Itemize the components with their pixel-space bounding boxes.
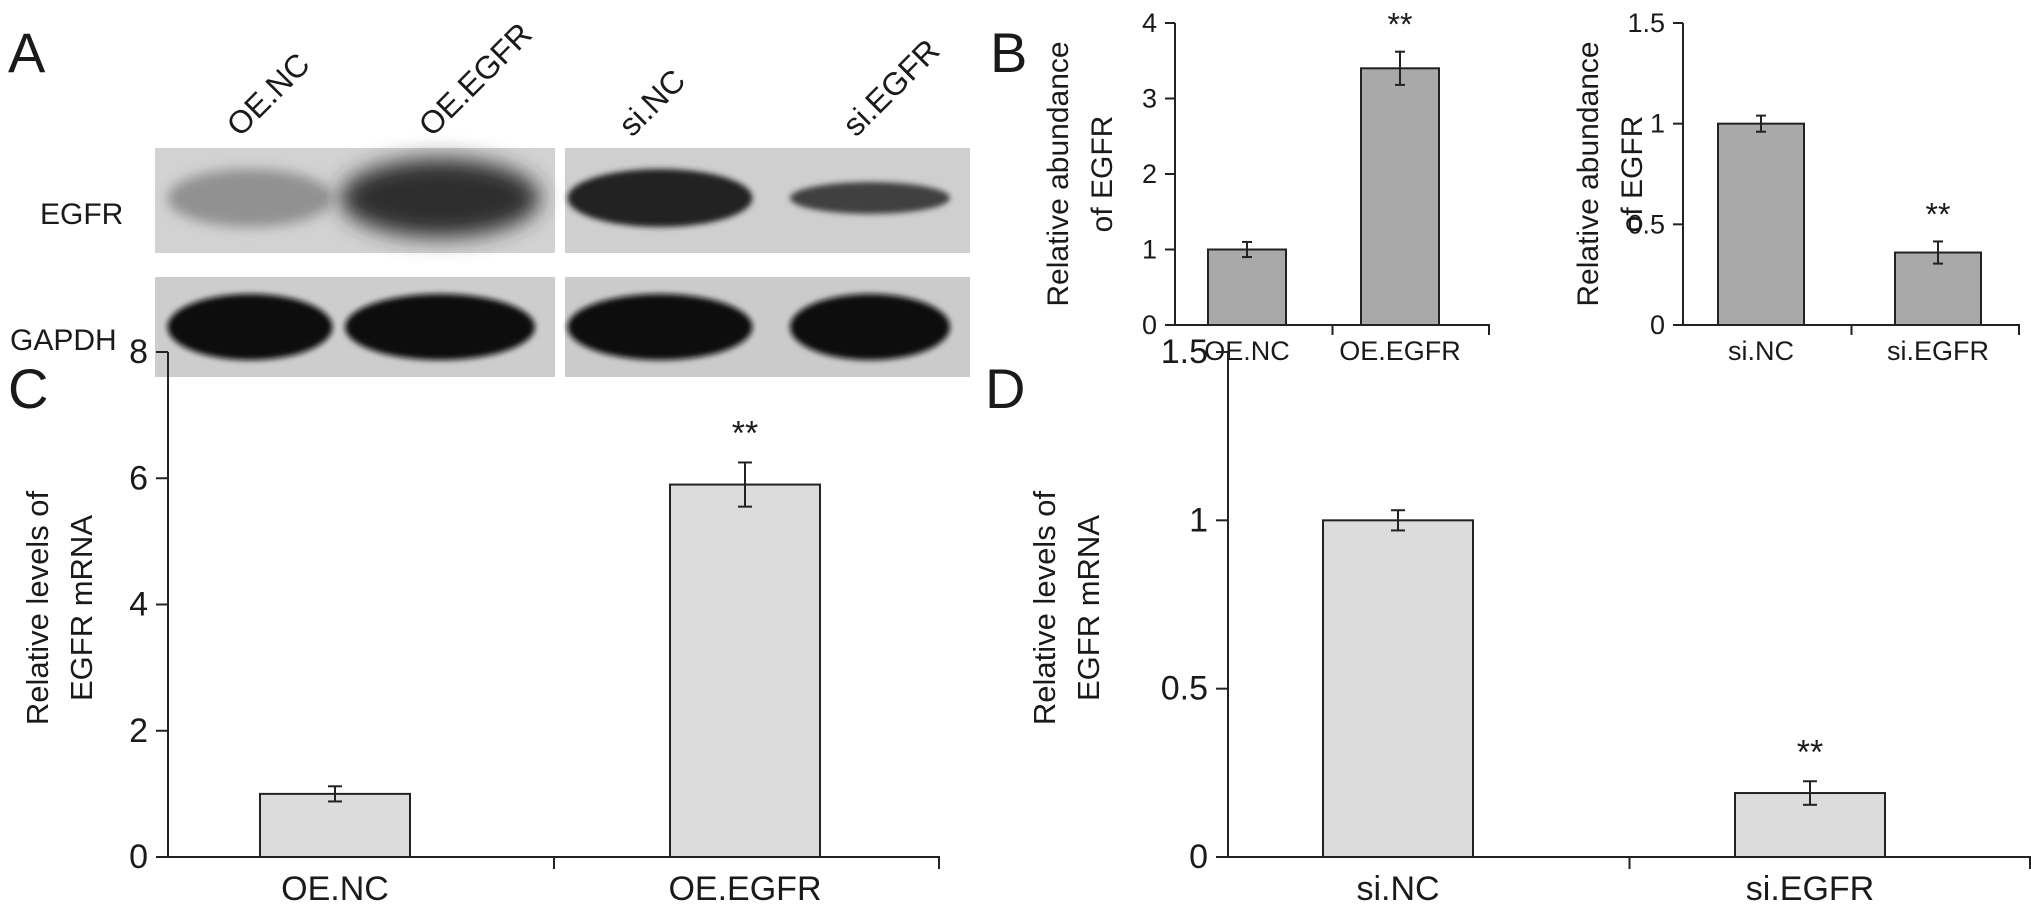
y-tick-label: 2	[1142, 159, 1157, 189]
x-tick-label: si.EGFR	[1887, 336, 1989, 366]
band-gapdh-oe-nc	[167, 294, 333, 360]
y-axis-label: of EGFR	[1616, 116, 1649, 233]
western-blot: OE.NC OE.EGFR si.NC si.EGFR EGFR GAPDH	[10, 16, 970, 377]
lane-label-si-egfr: si.EGFR	[835, 32, 946, 143]
y-tick-label: 1.5	[1161, 333, 1208, 371]
chart-d: 0 0.5 1 1.5 si.NC ** si.EGFR Relative levels of…	[1027, 333, 2031, 908]
chart-c: 0 2 4 6 8 OE.NC ** OE.EGFR Relative levels of EGF…	[20, 333, 940, 908]
x-tick-label: si.EGFR	[1746, 870, 1874, 908]
significance-label: **	[1926, 196, 1951, 232]
band-egfr-oe-egfr	[340, 158, 540, 238]
y-axis-label: Relative levels of	[20, 490, 55, 725]
y-axis-label: EGFR mRNA	[1071, 515, 1106, 701]
y-axis-label: Relative abundance	[1042, 41, 1075, 306]
y-axis-label: of EGFR	[1086, 116, 1119, 233]
lane-label-si-nc: si.NC	[611, 62, 692, 143]
bar	[1322, 519, 1474, 858]
bar	[669, 483, 821, 858]
y-tick-label: 1	[1650, 109, 1665, 139]
band-gapdh-si-nc	[567, 294, 753, 360]
significance-label: **	[732, 414, 758, 452]
y-tick-label: 0.5	[1161, 670, 1208, 708]
band-egfr-si-nc	[567, 169, 753, 227]
bar	[1207, 248, 1287, 326]
bar	[259, 792, 411, 858]
y-tick-label: 0.5	[1627, 209, 1665, 239]
y-tick-label: 1	[1189, 501, 1208, 539]
y-tick-label: 2	[129, 712, 148, 750]
y-tick-label: 3	[1142, 84, 1157, 114]
y-tick-label: 0	[129, 838, 148, 876]
y-axis-label: EGFR mRNA	[64, 515, 99, 701]
row-label-egfr: EGFR	[40, 198, 123, 231]
significance-label: **	[1388, 7, 1413, 43]
y-axis-label: Relative levels of	[1027, 490, 1062, 725]
x-tick-label: OE.EGFR	[668, 870, 821, 908]
x-tick-label: OE.EGFR	[1339, 336, 1461, 366]
bar	[1717, 122, 1805, 326]
significance-label: **	[1797, 733, 1823, 771]
band-gapdh-si-egfr	[790, 294, 950, 360]
y-tick-label: 4	[1142, 8, 1157, 38]
y-tick-label: 1	[1142, 235, 1157, 265]
x-tick-label: si.NC	[1728, 336, 1794, 366]
panel-label-c: C	[8, 357, 48, 420]
bar	[1360, 67, 1440, 327]
panel-label-b: B	[990, 21, 1027, 84]
lane-label-oe-nc: OE.NC	[219, 46, 316, 143]
y-tick-label: 0	[1189, 838, 1208, 876]
panel-label-d: D	[985, 357, 1025, 420]
y-tick-label: 1.5	[1627, 8, 1665, 38]
y-tick-label: 6	[129, 459, 148, 497]
band-egfr-oe-nc	[167, 169, 333, 227]
x-tick-label: si.NC	[1356, 870, 1439, 908]
chart-b-right: 0 0.5 1 1.5 si.NC ** si.EGFR Relative abundance…	[1572, 8, 2020, 366]
x-tick-label: OE.NC	[281, 870, 389, 908]
y-axis-label: Relative abundance	[1572, 41, 1605, 306]
y-tick-label: 0	[1142, 310, 1157, 340]
y-tick-label: 0	[1650, 310, 1665, 340]
lane-label-oe-egfr: OE.EGFR	[411, 16, 538, 143]
panel-label-a: A	[8, 21, 46, 84]
band-gapdh-oe-egfr	[345, 294, 535, 360]
row-label-gapdh: GAPDH	[10, 324, 117, 357]
band-egfr-si-egfr	[790, 182, 950, 214]
y-tick-label: 8	[129, 333, 148, 371]
y-tick-label: 4	[129, 586, 148, 624]
bar	[1894, 251, 1982, 327]
